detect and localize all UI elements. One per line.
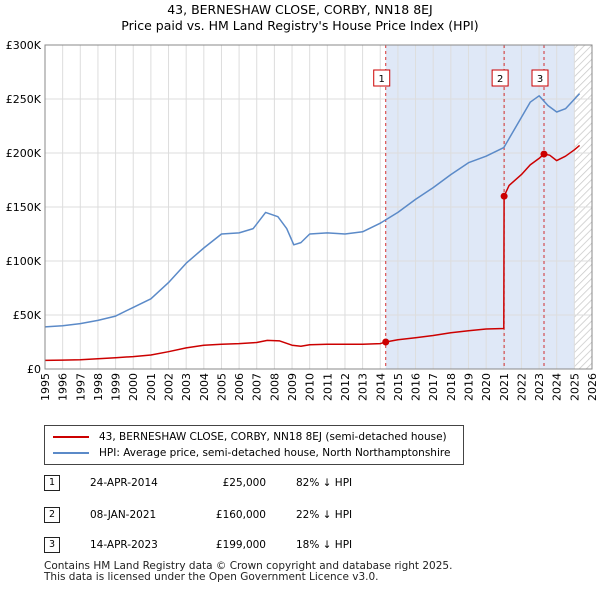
title-line-2: Price paid vs. HM Land Registry's House … [121, 18, 479, 33]
sale-2-point [500, 192, 508, 200]
x-tick-label: 2021 [498, 373, 511, 401]
x-tick-label: 2010 [304, 373, 317, 401]
chart-legend: 43, BERNESHAW CLOSE, CORBY, NN18 8EJ (se… [44, 425, 464, 465]
sale-number: 1 [44, 475, 60, 491]
x-tick-label: 1999 [110, 373, 123, 401]
legend-swatch-property [53, 436, 89, 438]
sale-2-marker: 2 [491, 69, 509, 87]
x-tick-label: 2016 [410, 373, 423, 401]
y-tick-label: £0 [27, 363, 41, 376]
sale-marker-label: 2 [497, 74, 503, 85]
legend-item-property: 43, BERNESHAW CLOSE, CORBY, NN18 8EJ (se… [53, 429, 447, 445]
sale-3-marker: 3 [531, 69, 549, 87]
x-tick-label: 2020 [480, 373, 493, 401]
sale-date: 08-JAN-2021 [90, 509, 157, 521]
x-tick-label: 2018 [445, 373, 458, 401]
sale-3-point [540, 150, 548, 158]
x-tick-label: 2017 [427, 373, 440, 401]
y-tick-label: £100K [6, 255, 42, 268]
sale-date: 14-APR-2023 [90, 539, 158, 551]
property-price-line [44, 144, 581, 362]
legend-swatch-hpi [53, 452, 89, 454]
x-tick-label: 2015 [392, 373, 405, 401]
x-tick-label: 1995 [39, 373, 52, 401]
legend-label-hpi: HPI: Average price, semi-detached house,… [99, 447, 451, 459]
x-tick-label: 1996 [57, 373, 70, 401]
x-tick-label: 2002 [163, 373, 176, 401]
x-tick-label: 2023 [533, 373, 546, 401]
y-tick-label: £250K [6, 93, 42, 106]
sale-marker-box [373, 69, 391, 87]
x-tick-label: 2001 [145, 373, 158, 401]
sale-marker-box [531, 69, 549, 87]
x-tick-label: 2008 [268, 373, 281, 401]
y-tick-label: £300K [6, 39, 42, 52]
y-tick-label: £150K [6, 201, 42, 214]
x-tick-label: 2012 [339, 373, 352, 401]
sale-date: 24-APR-2014 [90, 477, 158, 489]
sale-price: £199,000 [215, 539, 266, 551]
plot-frame [44, 44, 593, 370]
x-tick-label: 1998 [92, 373, 105, 401]
sale-price: £160,000 [215, 509, 266, 521]
x-tick-label: 2026 [586, 373, 599, 401]
x-tick-label: 2025 [568, 373, 581, 401]
y-tick-label: £50K [13, 309, 42, 322]
sale-number: 2 [44, 507, 60, 523]
sale-1-point [382, 338, 390, 346]
hpi-line [44, 93, 581, 328]
x-tick-label: 2022 [515, 373, 528, 401]
legend-item-hpi: HPI: Average price, semi-detached house,… [53, 445, 450, 461]
x-tick-label: 2003 [180, 373, 193, 401]
legend-label-property: 43, BERNESHAW CLOSE, CORBY, NN18 8EJ (se… [99, 431, 447, 443]
x-tick-label: 2011 [321, 373, 334, 401]
sale-marker-box [491, 69, 509, 87]
footer-line-1: Contains HM Land Registry data © Crown c… [44, 560, 453, 572]
x-tick-label: 2024 [551, 373, 564, 401]
x-tick-label: 2006 [233, 373, 246, 401]
x-tick-label: 2019 [462, 373, 475, 401]
x-tick-label: 2000 [127, 373, 140, 401]
title-line-1: 43, BERNESHAW CLOSE, CORBY, NN18 8EJ [167, 2, 433, 17]
x-tick-label: 1997 [74, 373, 87, 401]
sale-1-marker: 1 [373, 69, 391, 87]
sale-number: 3 [44, 537, 60, 553]
x-tick-label: 2007 [251, 373, 264, 401]
y-tick-label: £200K [6, 147, 42, 160]
x-tick-label: 2004 [198, 373, 211, 401]
x-tick-label: 2013 [357, 373, 370, 401]
footer-notice: Contains HM Land Registry data © Crown c… [44, 561, 452, 583]
sale-hpi-diff: 22% ↓ HPI [296, 509, 353, 521]
sale-marker-label: 1 [379, 74, 385, 85]
sale-hpi-diff: 18% ↓ HPI [296, 539, 353, 551]
chart-title: 43, BERNESHAW CLOSE, CORBY, NN18 8EJ Pri… [0, 2, 600, 34]
sale-marker-label: 3 [537, 74, 543, 85]
footer-line-2: This data is licensed under the Open Gov… [44, 571, 379, 583]
x-tick-label: 2014 [374, 373, 387, 401]
sale-price: £25,000 [222, 477, 266, 489]
sale-hpi-diff: 82% ↓ HPI [296, 477, 353, 489]
price-chart: 1 2 3 £0 £50K £100K £150K £200K £250K £300K 1995 1… [6, 39, 599, 401]
x-tick-label: 2005 [215, 373, 228, 401]
x-tick-label: 2009 [286, 373, 299, 401]
